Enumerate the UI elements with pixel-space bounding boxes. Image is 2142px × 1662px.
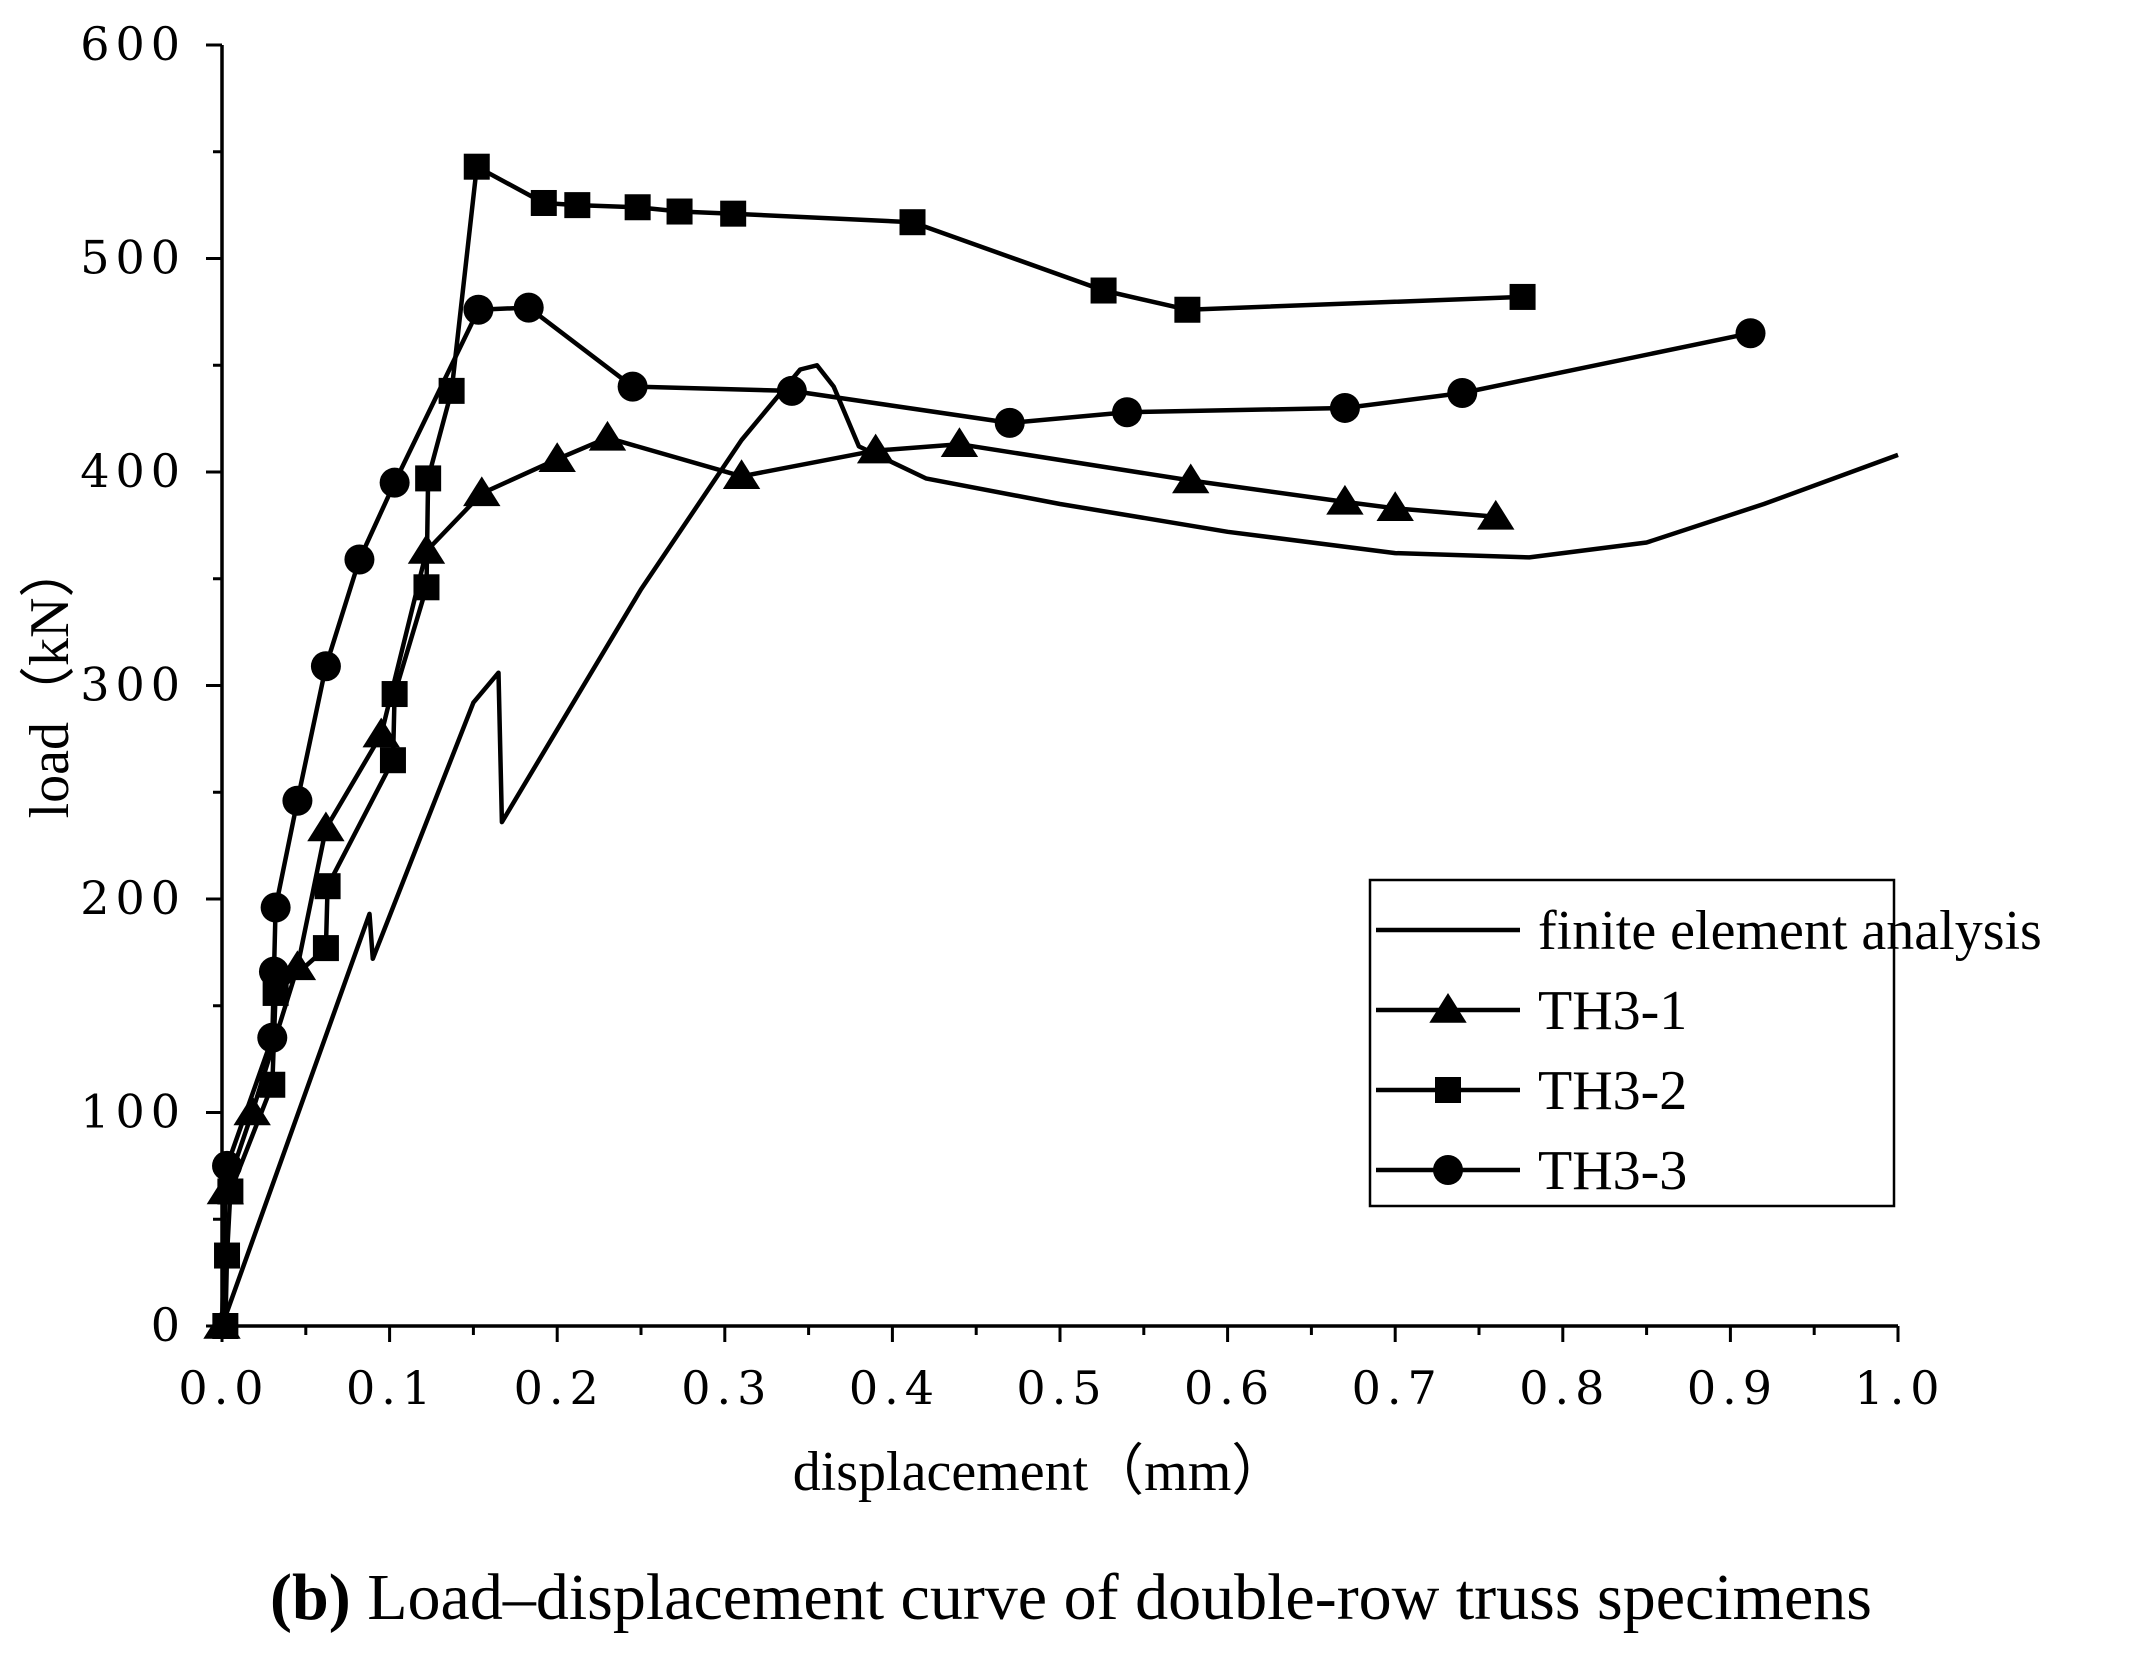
x-tick-label: 0.5 [1016,1361,1107,1415]
x-tick-label: 0.2 [514,1361,605,1415]
data-point [1477,499,1515,530]
data-point [379,747,406,774]
data-point [1735,318,1766,349]
data-point [463,476,501,507]
data-point [282,785,313,816]
x-tick-label: 0.8 [1519,1361,1610,1415]
legend-marker [1435,1077,1461,1103]
legend: finite element analysis TH3-1 TH3-2 TH3-3 [1368,878,2042,1208]
data-point [212,1313,239,1339]
data-point [1329,392,1360,423]
x-tick-label: 0.4 [849,1361,940,1415]
data-point [624,194,651,221]
legend-label: TH3-3 [1538,1140,1687,1202]
y-tick-label: 0 [151,1298,186,1352]
x-tick-label: 0.0 [178,1361,269,1415]
data-point [617,371,648,402]
data-point [413,574,440,601]
data-point [722,459,761,490]
y-tick-label: 500 [80,231,186,285]
x-tick-label: 1.0 [1854,1361,1945,1415]
data-point [212,1150,243,1181]
data-point [344,544,375,575]
x-tick-label: 0.7 [1352,1361,1443,1415]
data-point [513,292,544,323]
data-point [310,651,341,682]
data-point [940,427,979,457]
y-tick-label: 400 [80,444,186,498]
data-point [1090,277,1117,304]
data-point [1112,397,1143,428]
legend-label: finite element analysis [1538,900,2042,962]
data-point [588,420,627,451]
data-point [776,375,807,406]
data-point [666,198,693,225]
series-layer [203,153,1899,1339]
data-point [381,681,408,708]
data-point [260,892,291,923]
data-point [1376,491,1414,522]
data-point [379,467,410,498]
data-point [463,294,494,325]
data-point [312,935,339,962]
caption-text: Load–displacement curve of double-row tr… [350,1561,1872,1634]
chart: 0 100 200 300 400 500 600 0.0 0.1 0.2 0.3 0.4 0.5 0.6… [19,17,2042,1503]
caption-letter: (b) [270,1561,351,1634]
data-point [1172,463,1210,494]
y-tick-label: 600 [80,17,186,71]
legend-marker [1429,993,1467,1023]
data-point [899,209,926,236]
series-line-1 [219,363,1899,1327]
y-tick-label: 200 [80,871,186,925]
data-point [564,192,591,219]
y-axis-title: load（kN） [19,542,81,819]
axes: 0 100 200 300 400 500 600 0.0 0.1 0.2 0.3 0.4 0.5 0.6… [80,17,1945,1415]
data-point [415,465,442,492]
x-tick-label: 0.9 [1687,1361,1778,1415]
data-point [259,1071,286,1098]
y-tick-label: 300 [80,658,186,712]
data-point [530,189,557,216]
series-line-3 [223,164,1523,1327]
x-tick-label: 0.1 [346,1361,437,1415]
data-point [314,873,341,900]
x-axis-title: displacement（mm） [793,1441,1288,1503]
data-point [1509,283,1536,310]
figure-caption: (b) Load–displacement curve of double-ro… [0,1560,2142,1636]
legend-label: TH3-2 [1538,1060,1687,1122]
x-tick-label: 0.6 [1184,1361,1275,1415]
data-point [214,1242,241,1269]
data-point [1447,378,1478,409]
legend-box [1368,878,1896,1208]
legend-label: TH3-1 [1538,980,1687,1042]
data-point [307,811,345,842]
data-point [463,153,490,180]
data-point [1326,484,1364,515]
data-point [856,433,895,464]
data-point [257,1022,288,1053]
x-tick-label: 0.3 [681,1361,772,1415]
series-line-2 [219,435,1496,1327]
data-point [362,717,400,748]
data-point [217,1178,244,1205]
data-point [994,407,1025,438]
data-point [720,200,747,227]
data-point [1174,296,1201,323]
data-point [258,956,289,987]
y-tick-label: 100 [80,1085,186,1139]
data-point [538,442,576,472]
legend-marker [1433,1155,1463,1185]
